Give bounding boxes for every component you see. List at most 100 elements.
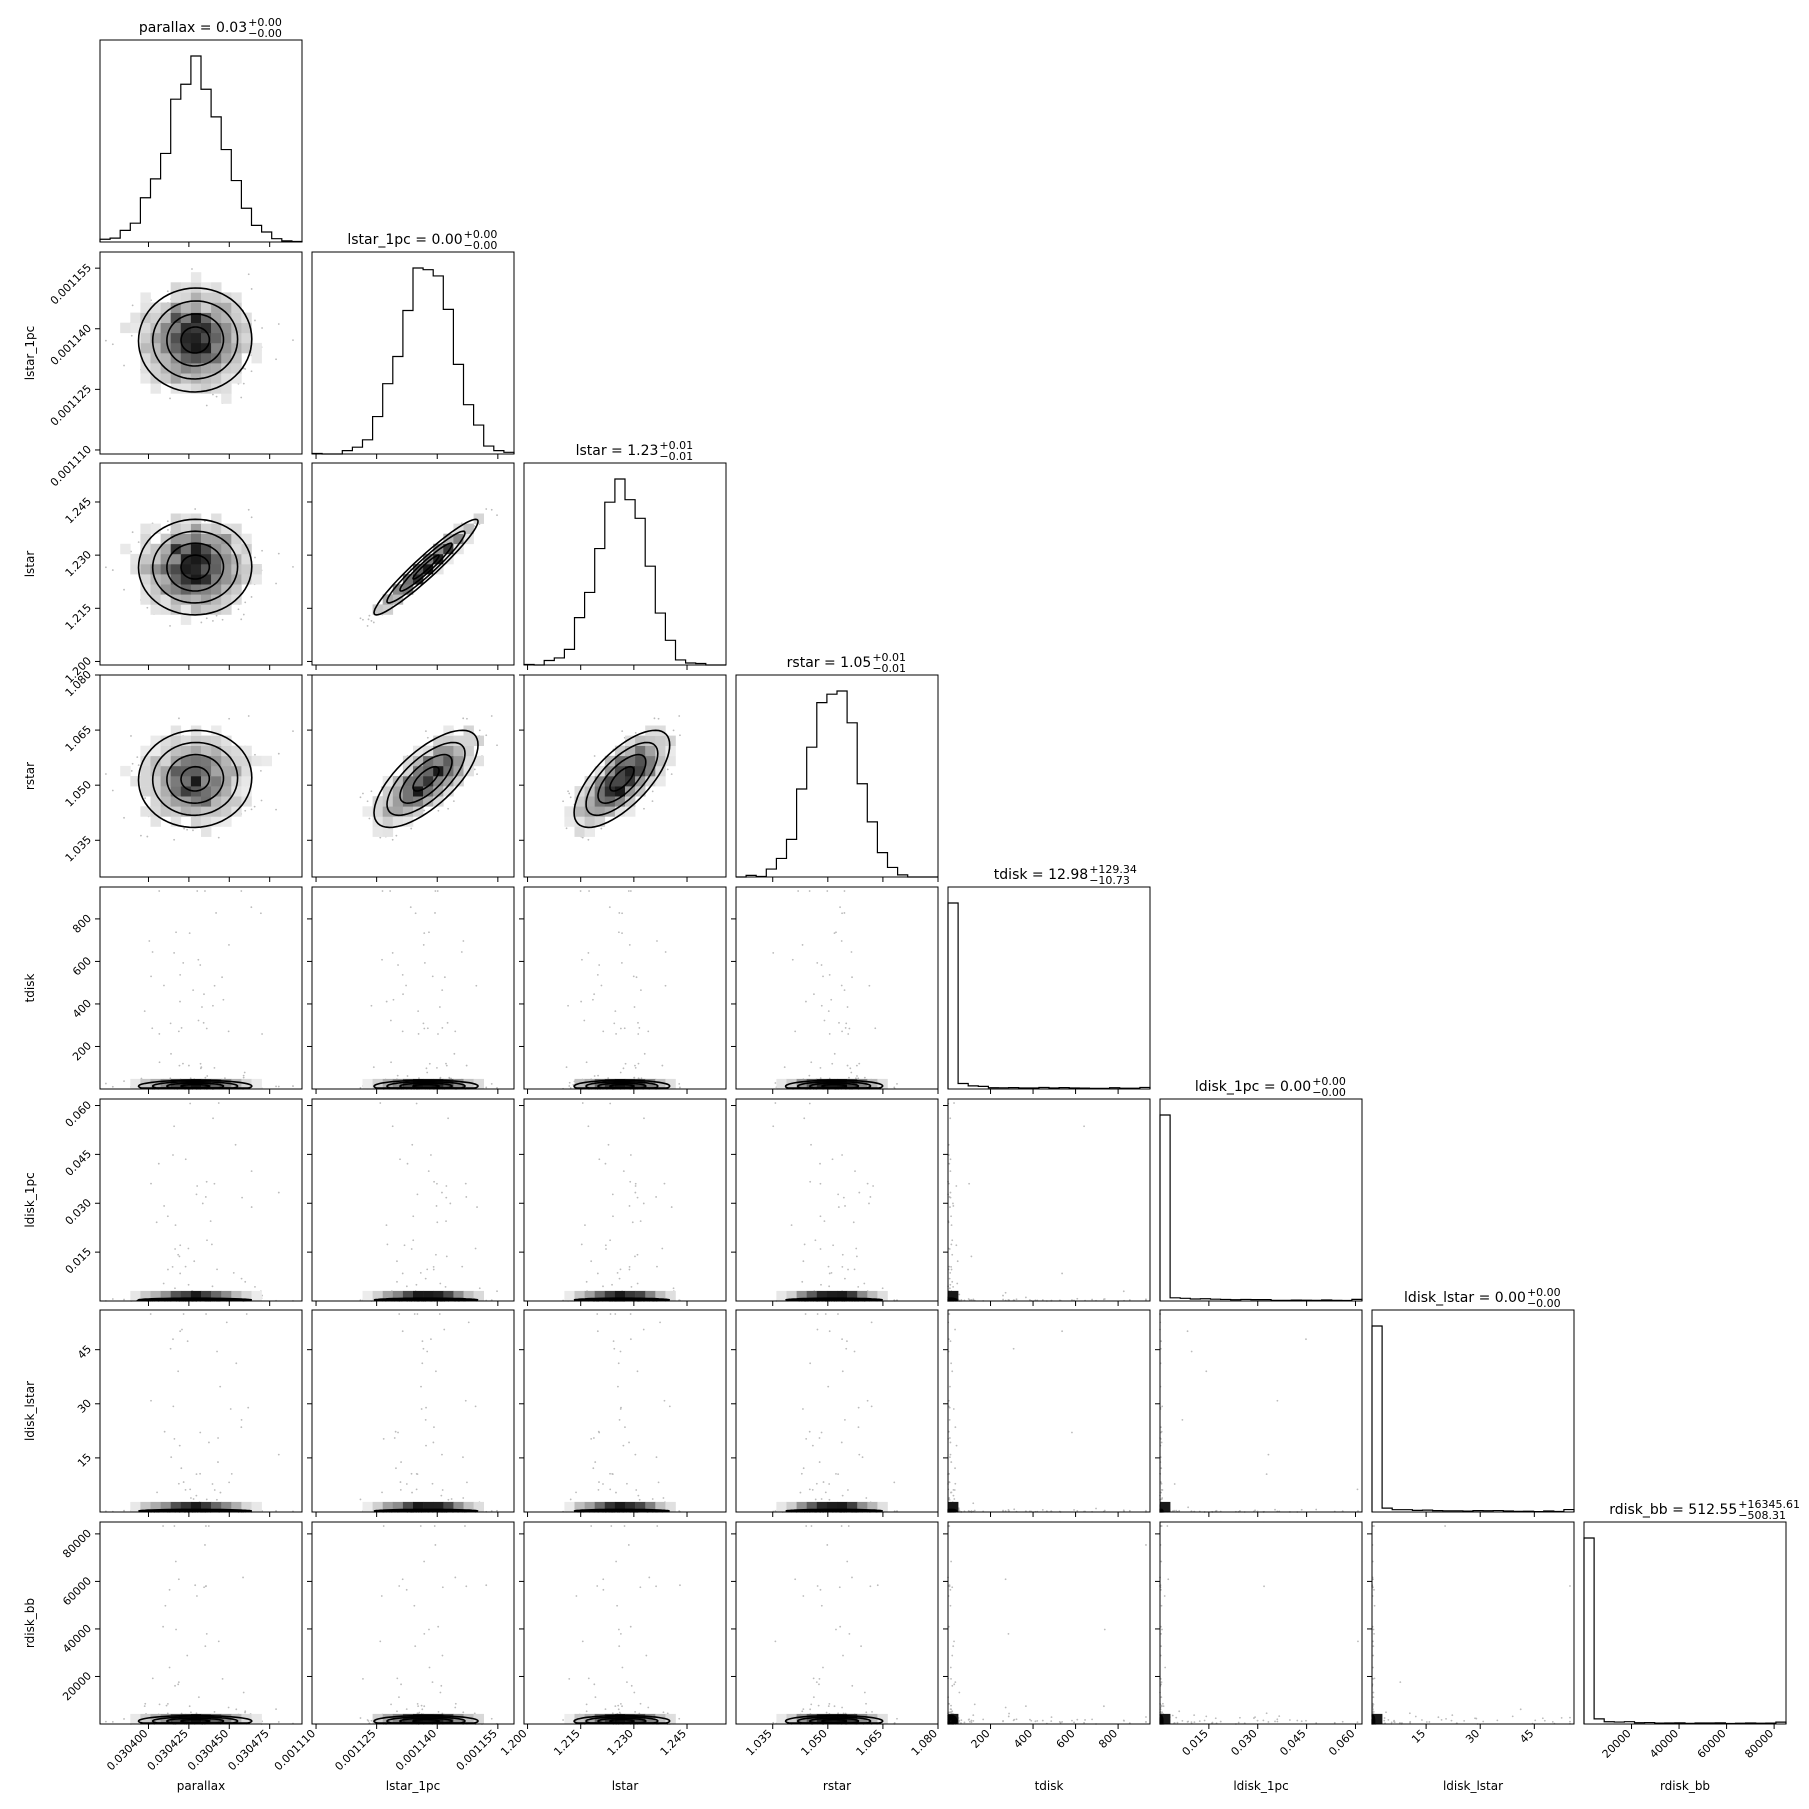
sample-point [277,323,280,325]
sample-point [188,1064,190,1067]
density-cell [180,282,192,293]
sample-point [217,836,220,839]
sample-point [204,1196,207,1198]
density-cell [150,604,161,615]
density-cell [180,523,192,534]
sample-point [431,975,434,978]
density-cell [221,574,232,585]
density-cell [221,292,232,303]
sample-point [629,890,632,892]
sample-point [211,1285,214,1288]
density-cell [201,282,212,293]
density-cell [211,816,222,827]
density-cell [140,363,151,374]
density-cell [180,342,192,354]
sample-point [210,1243,213,1246]
sample-point [104,1082,107,1085]
density-cell [453,523,464,534]
title-parallax: parallax = 0.03 [139,20,247,36]
sample-point [405,984,407,987]
density-cell [362,1078,373,1090]
sample-point [466,717,468,720]
density-cell [211,523,222,534]
sample-point [275,582,277,585]
sample-point [828,1033,831,1035]
density-cell [170,312,182,323]
sample-point [438,1006,441,1008]
density-cell [170,363,182,374]
y-tick-label-tdisk: 800 [70,912,94,936]
sample-point [462,940,465,942]
sample-point [843,890,846,892]
density-cell [140,332,151,344]
sample-point [791,958,794,961]
density-cell [150,312,161,323]
sample-point [150,1182,152,1185]
y-tick-label-lstar: 1.215 [63,601,94,632]
sample-point [169,397,171,400]
density-cell [180,786,192,797]
sample-point [794,1030,797,1033]
density-cell [170,353,182,364]
sample-point [634,731,637,734]
sample-point [417,1010,420,1013]
sample-point [254,1285,256,1288]
title-sub-lstar_1pc: −0.00 [464,239,498,252]
density-cell [130,553,141,565]
density-cell [211,594,222,605]
density-cell [221,594,232,605]
sample-point [643,1052,646,1055]
sample-point [194,508,197,510]
sample-point [436,890,439,892]
sample-point [395,834,398,837]
sample-point [292,1085,294,1087]
density-cell [211,342,222,354]
histogram-parallax [99,55,303,243]
sample-point [850,1071,853,1074]
density-cell [463,735,474,746]
sample-point [215,614,218,617]
sample-point [396,1074,399,1077]
density-cell [231,745,242,757]
density-cell [120,322,131,334]
sample-point [436,1066,438,1069]
contour-level-3 [151,300,239,380]
density-cell [170,776,182,787]
sample-point [460,951,463,953]
sample-point [250,1206,253,1208]
sample-point [678,715,681,717]
density-cell [170,765,182,777]
sample-point [205,404,208,407]
sample-point [621,912,624,915]
density-cell [160,786,171,797]
sample-point [579,890,582,892]
sample-point [202,1021,205,1024]
sample-point [445,1064,448,1067]
sample-point [847,1033,850,1035]
sample-point [195,1193,198,1196]
sample-point [140,834,142,837]
density-cell [150,745,161,757]
density-cell [241,322,252,334]
sample-point [679,734,681,737]
sample-point [247,273,250,276]
density-cell [261,755,272,767]
density-cell [251,755,262,767]
density-cell [211,302,222,313]
sample-point [170,1052,172,1055]
density-cell [221,393,232,404]
sample-point [581,958,583,961]
sample-point [428,1062,431,1065]
sample-point [162,1282,165,1285]
density-cell [190,292,202,303]
sample-point [581,836,584,839]
density-cell [140,553,151,565]
y-tick-label-lstar: 1.230 [63,548,94,579]
y-tick-label-ldisk_1pc: 0.060 [63,1098,94,1129]
sample-point [801,944,804,946]
sample-point [635,976,638,979]
density-cell [221,373,232,384]
density-cell [170,302,182,313]
sample-point [224,1077,226,1080]
